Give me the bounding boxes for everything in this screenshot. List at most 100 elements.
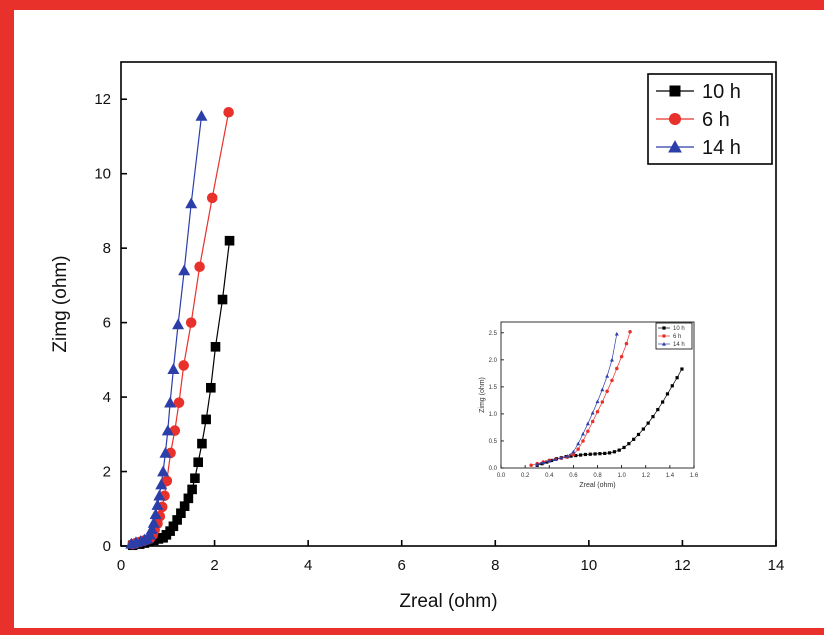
data-point <box>665 392 670 396</box>
series-line <box>537 368 683 466</box>
x-tick-label: 0.4 <box>545 473 554 479</box>
data-point <box>151 499 164 510</box>
x-tick-label: 0.2 <box>521 473 530 479</box>
data-point <box>571 452 576 457</box>
data-point <box>206 382 216 393</box>
data-point <box>553 457 558 461</box>
data-point <box>155 478 168 490</box>
data-point <box>565 454 570 458</box>
data-point <box>224 235 235 246</box>
x-axis-title: Zreal (ohm) <box>399 591 497 612</box>
data-point <box>627 442 631 446</box>
data-point <box>145 523 158 535</box>
data-point <box>624 341 629 346</box>
data-point <box>185 317 197 328</box>
x-tick-label: 1.2 <box>642 473 651 479</box>
data-point <box>595 410 600 414</box>
y-tick-label: 1.5 <box>489 385 498 391</box>
data-point <box>185 197 198 209</box>
data-point <box>581 439 585 443</box>
data-point <box>617 448 621 452</box>
data-point <box>609 357 614 362</box>
legend-marker <box>669 85 681 97</box>
legend-marker <box>662 326 666 330</box>
data-point <box>579 453 583 457</box>
data-point <box>157 465 170 477</box>
chart-svg: 0 2 4 6 8 10 12 14 0 2 4 6 8 10 12 Zreal (ohm) Zimg (ohm… <box>50 61 785 612</box>
data-point <box>600 400 605 404</box>
y-tick-label: 1.0 <box>489 412 498 418</box>
data-point <box>210 342 221 352</box>
legend-label: 10 h <box>702 81 741 103</box>
data-point <box>165 526 175 536</box>
x-tick-label: 6 <box>398 557 406 574</box>
data-point <box>159 446 172 458</box>
x-tick-label: 1.4 <box>666 473 675 479</box>
legend-label: 6 h <box>702 109 730 131</box>
data-point <box>172 318 185 330</box>
y-tick-label: 6 <box>103 315 111 332</box>
x-tick-label: 2 <box>210 557 218 574</box>
data-point <box>178 360 189 371</box>
data-point <box>223 106 234 118</box>
data-point <box>610 378 614 383</box>
data-point <box>675 376 679 380</box>
legend-marker <box>668 112 682 126</box>
y-tick-label: 4 <box>103 389 111 406</box>
data-point <box>193 457 203 468</box>
data-point <box>614 331 619 336</box>
data-point <box>147 516 160 528</box>
data-point <box>176 508 186 519</box>
legend-box <box>655 322 693 350</box>
data-point <box>581 431 586 436</box>
data-point <box>636 432 641 437</box>
data-point <box>595 399 600 404</box>
y-tick-label: 12 <box>94 91 111 108</box>
data-point <box>153 489 166 501</box>
data-point <box>217 294 228 305</box>
x-tick-label: 10 <box>581 557 598 574</box>
series-line <box>531 331 631 466</box>
data-point <box>172 515 182 525</box>
data-point <box>574 453 578 458</box>
data-point <box>585 421 590 426</box>
data-point <box>600 387 605 392</box>
y-axis-title: Zimg (ohm) <box>50 255 71 352</box>
legend-marker <box>662 342 666 346</box>
x-tick-label: 0 <box>117 557 125 574</box>
y-tick-label: 10 <box>94 166 111 183</box>
y-axis-title: Zimg (ohm) <box>479 377 486 413</box>
x-tick-label: 4 <box>304 557 312 574</box>
data-point <box>656 408 660 412</box>
y-tick-label: 2.0 <box>489 358 498 364</box>
data-point <box>201 414 211 425</box>
legend-label: 6 h <box>673 334 681 340</box>
data-point <box>605 374 610 378</box>
data-point <box>190 473 200 484</box>
data-point <box>615 366 619 371</box>
data-point <box>183 493 194 504</box>
data-point <box>194 261 205 273</box>
data-point <box>651 415 655 419</box>
x-tick-label: 14 <box>768 557 785 574</box>
series-line <box>132 240 231 546</box>
data-point <box>628 329 632 334</box>
data-point <box>586 429 590 433</box>
data-point <box>167 363 180 374</box>
data-point <box>187 484 197 495</box>
data-point <box>144 528 157 540</box>
data-point <box>559 455 564 460</box>
x-tick-label: 0.8 <box>593 473 602 479</box>
data-point <box>590 410 595 415</box>
data-point <box>547 458 552 463</box>
data-point <box>612 450 616 454</box>
inset-plot: 0.0 0.2 0.4 0.6 0.8 1.0 1.2 1.4 1.6 0.0 0.5 1.0 1.5 2… <box>479 321 699 489</box>
data-point <box>571 449 576 454</box>
data-point <box>535 462 540 466</box>
data-point <box>670 384 674 388</box>
x-tick-label: 1.6 <box>690 473 699 479</box>
data-point <box>576 441 581 446</box>
data-point <box>173 397 185 408</box>
data-point <box>622 445 626 450</box>
data-point <box>590 419 595 424</box>
